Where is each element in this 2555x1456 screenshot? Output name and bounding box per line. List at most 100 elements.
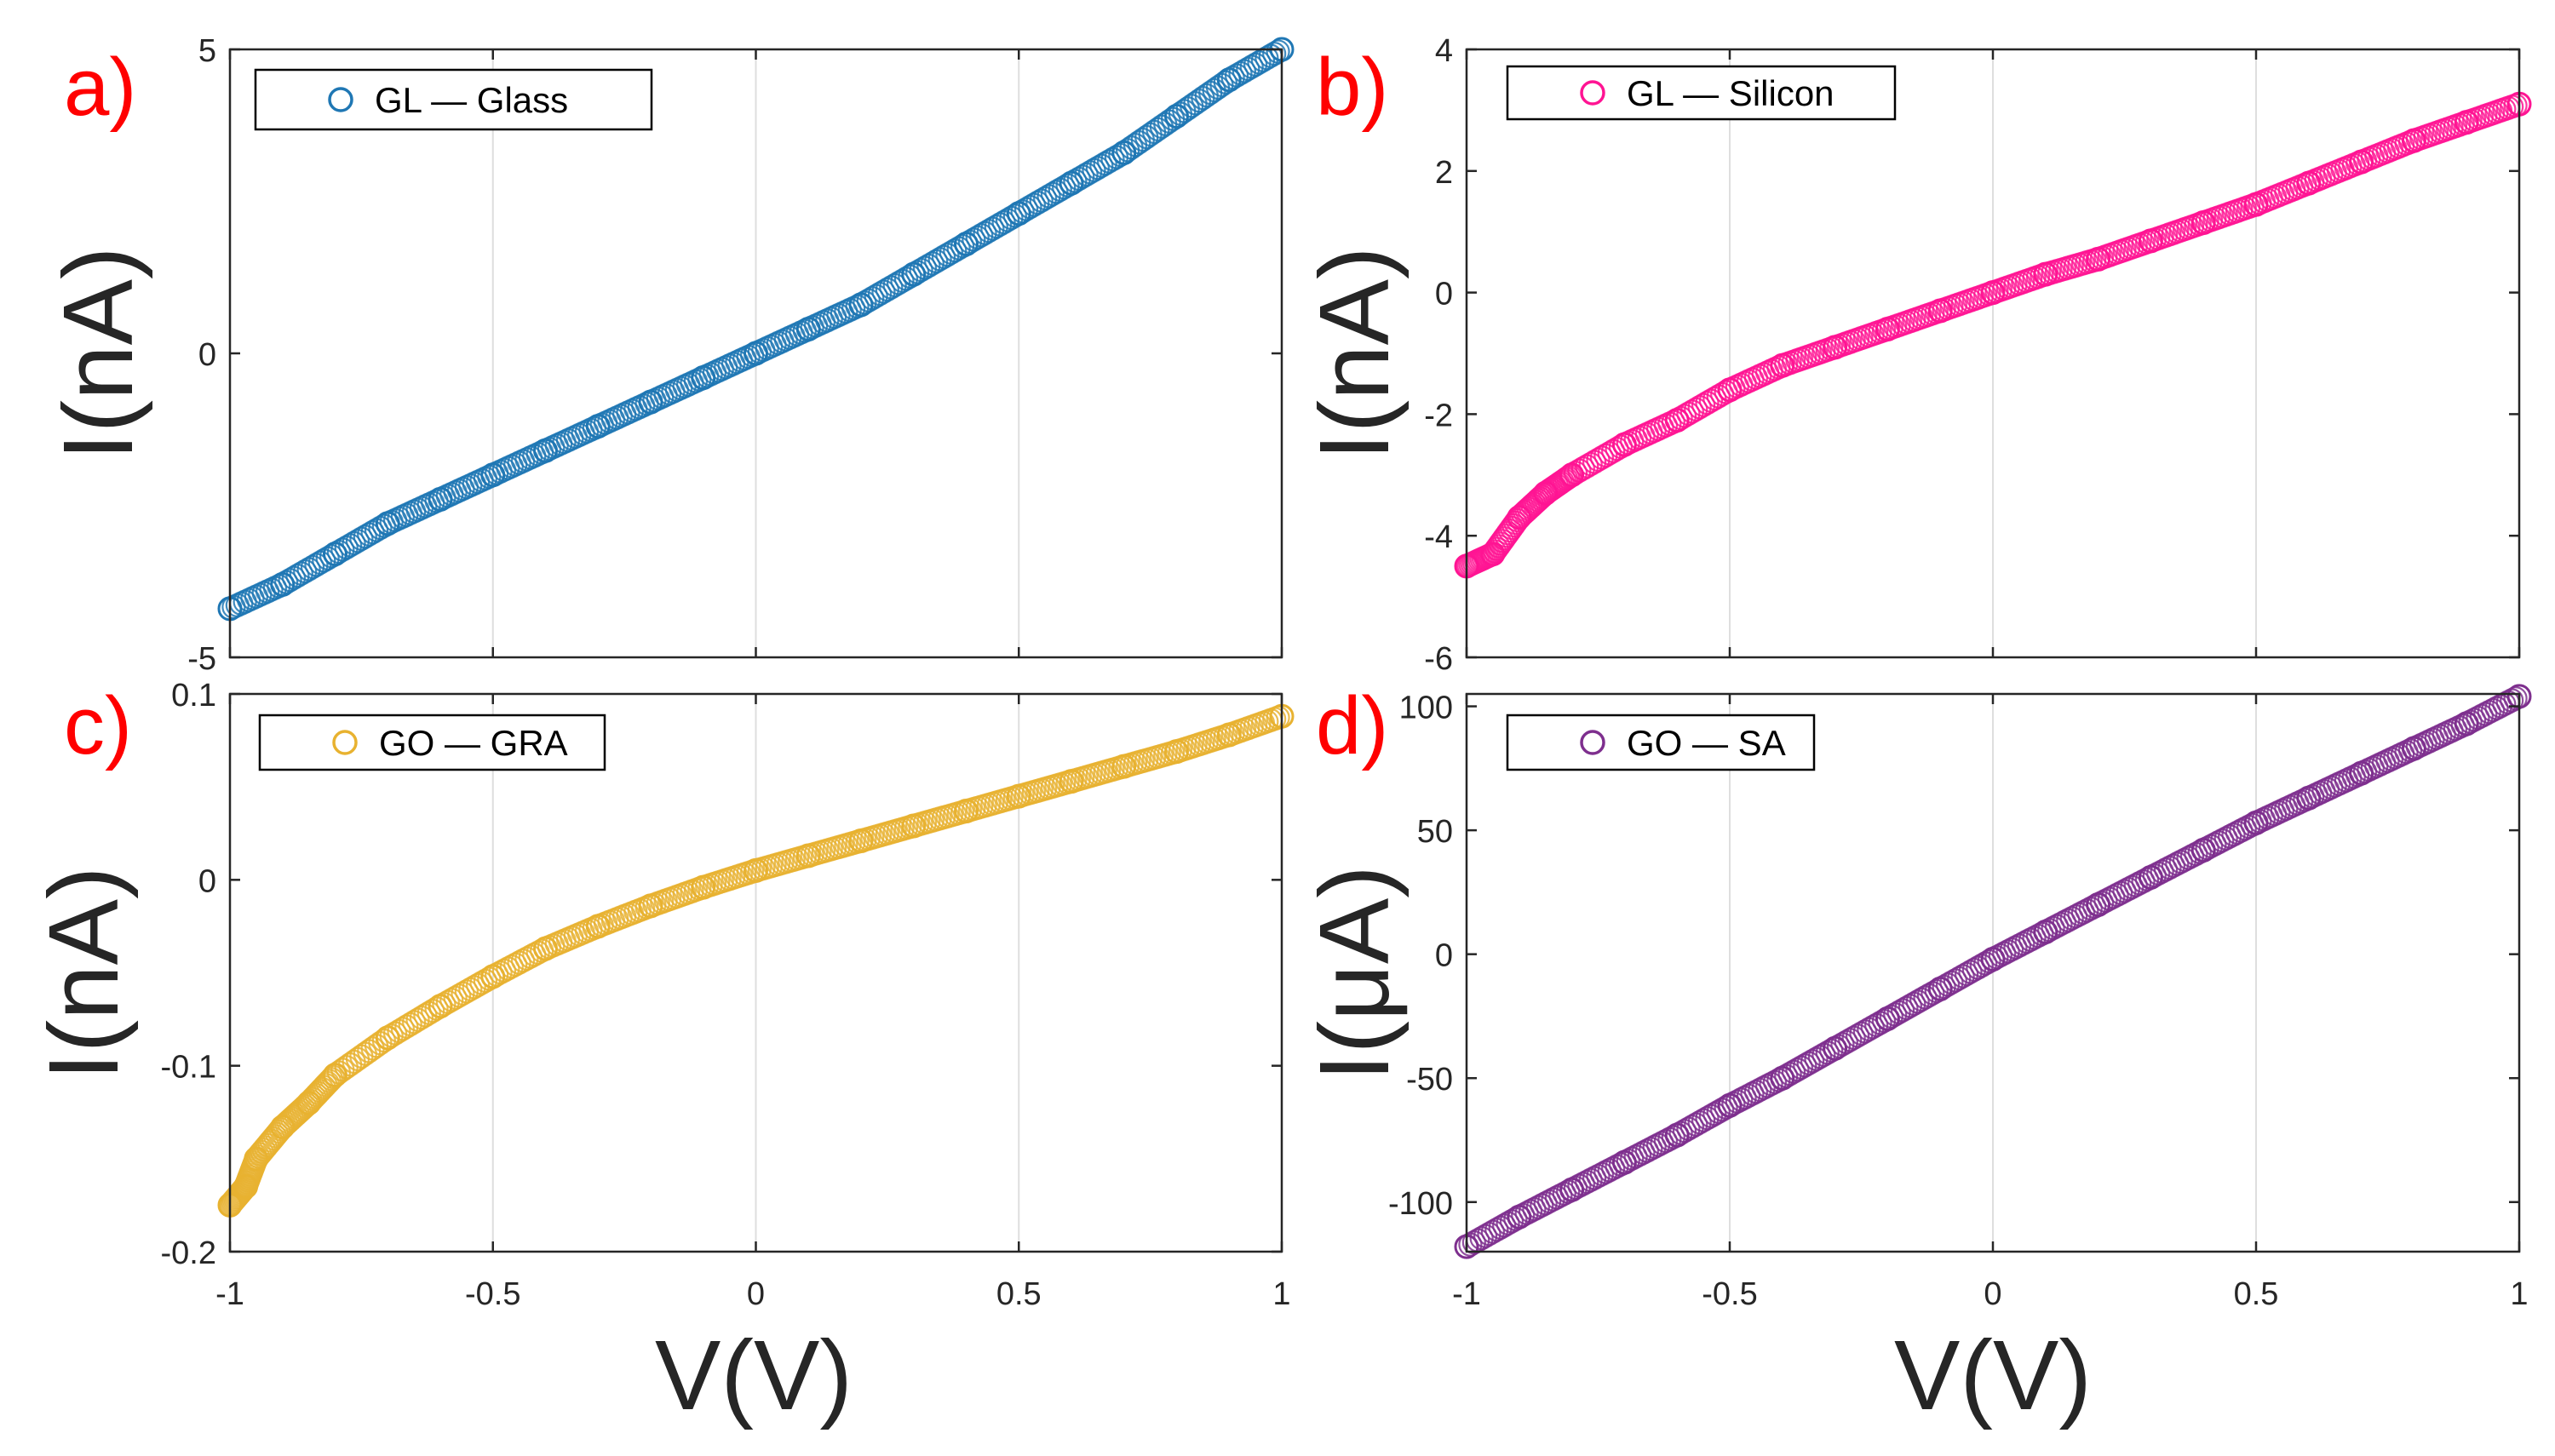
chart-b-marker	[1687, 395, 1712, 420]
chart-c-data-point	[233, 1174, 259, 1200]
chart-b-marker	[1684, 397, 1708, 421]
chart-a-data-point	[901, 261, 927, 287]
chart-a-marker	[1082, 158, 1106, 182]
chart-a-data-point	[428, 486, 453, 512]
chart-a-y-tick-label: -5	[187, 641, 216, 677]
chart-b-marker	[1702, 386, 1727, 411]
chart-d-data-point	[1875, 1006, 1900, 1031]
chart-a-marker	[1220, 66, 1245, 90]
chart-a-marker	[1021, 192, 1046, 217]
chart-b-data-point	[1611, 432, 1637, 457]
chart-d-y-tick-label: 50	[1417, 814, 1453, 850]
chart-a-marker	[285, 564, 310, 588]
chart-a-data-point	[848, 292, 874, 318]
chart-a-marker	[1002, 203, 1027, 228]
chart-a-marker	[864, 284, 888, 308]
chart-b-marker	[1589, 445, 1615, 470]
chart-b-data-point	[1980, 280, 2006, 306]
chart-a-marker	[1036, 184, 1061, 209]
chart-c-data-point	[901, 813, 927, 839]
chart-d-data-point	[1980, 946, 2006, 972]
chart-a-marker	[1266, 39, 1290, 64]
chart-a-marker	[939, 240, 963, 265]
chart-c-marker	[398, 1012, 422, 1037]
chart-a-data-point	[744, 341, 768, 366]
chart-a-marker	[976, 219, 1002, 244]
chart-c-x-tick-label: -1	[215, 1276, 244, 1312]
chart-a-marker	[1033, 186, 1058, 211]
chart-b-data-point	[1717, 377, 1743, 403]
chart-b-marker	[1593, 443, 1618, 467]
chart-a-marker	[867, 282, 893, 307]
chart-d-data-point	[2349, 760, 2374, 786]
chart-a-marker	[916, 253, 941, 278]
chart-a-marker	[927, 247, 952, 272]
chart-c-legend-box	[258, 714, 606, 771]
chart-a-marker	[1243, 52, 1268, 77]
chart-a-marker	[924, 249, 949, 273]
chart-c-data-point	[375, 1025, 400, 1051]
chart-d-y-tick-label: -100	[1388, 1186, 1453, 1222]
chart-c-data-point	[1006, 783, 1031, 809]
chart-a-marker	[1236, 56, 1260, 82]
chart-a-data-point	[585, 414, 611, 439]
chart-a-marker	[300, 554, 325, 580]
chart-a-marker	[1255, 46, 1279, 71]
chart-c-data-point	[428, 994, 453, 1019]
chart-a-marker	[1044, 180, 1069, 204]
chart-b-marker	[1578, 451, 1603, 477]
chart-a-marker	[1010, 199, 1035, 224]
chart-b-marker	[1597, 441, 1622, 466]
chart-a-marker	[349, 526, 374, 551]
chart-c-data-point	[585, 914, 611, 939]
chart-a-marker	[360, 520, 385, 545]
chart-d-legend-entry: GO — SA	[1627, 723, 1786, 763]
chart-c-data-point	[323, 1063, 347, 1088]
chart-c-y-tick-label: -0.1	[161, 1050, 216, 1086]
chart-a-marker	[879, 275, 904, 300]
chart-a-marker	[293, 559, 318, 584]
chart-a-y-tick-label: 5	[198, 33, 216, 69]
chart-c-data-point	[954, 799, 979, 824]
chart-b-data-point	[2296, 170, 2322, 196]
chart-a-legend-box	[254, 68, 653, 131]
chart-a-marker	[882, 272, 907, 298]
chart-a-data-point	[638, 389, 663, 415]
chart-b-y-tick-label: 4	[1435, 33, 1453, 69]
chart-c-y-tick-label: 0.1	[171, 678, 216, 714]
chart-a-marker	[338, 533, 363, 558]
chart-a-marker	[853, 290, 877, 315]
chart-d-data-point	[1559, 1177, 1585, 1202]
chart-a-marker	[1055, 173, 1080, 198]
chart-b-y-tick-label: 0	[1435, 277, 1453, 312]
chart-a-marker	[898, 264, 922, 289]
chart-a-data-point	[1111, 140, 1137, 165]
chart-a-marker	[980, 216, 1005, 241]
chart-a-marker	[1239, 54, 1264, 79]
chart-d-data-point	[1770, 1065, 1795, 1091]
chart-c-data-point	[638, 893, 663, 919]
chart-d-data-point	[1611, 1149, 1637, 1175]
chart-a-y-axis-label: I(nA)	[43, 246, 153, 460]
chart-b-marker	[1575, 454, 1599, 479]
chart-b-y-tick-label: -2	[1424, 398, 1453, 433]
chart-a-marker	[1040, 181, 1065, 206]
chart-a-marker	[1085, 156, 1110, 181]
chart-b-data-point	[1770, 353, 1795, 378]
chart-c-y-tick-label: -0.2	[161, 1235, 216, 1271]
chart-a-data-point	[1164, 104, 1189, 129]
chart-c-legend-marker	[332, 730, 358, 755]
chart-a-data-point	[954, 231, 979, 256]
chart-a-marker	[345, 529, 370, 553]
chart-d-x-tick-label: 0	[1984, 1276, 2001, 1312]
chart-a-marker	[957, 229, 983, 255]
chart-d-data-point	[1927, 976, 1953, 1001]
chart-a-marker	[319, 544, 344, 569]
chart-a-legend-entry: GL — Glass	[375, 80, 568, 120]
chart-c-marker	[379, 1023, 404, 1048]
chart-a-marker	[931, 244, 956, 269]
chart-a-marker	[296, 557, 321, 582]
chart-b-data-point	[1507, 505, 1532, 530]
chart-a-marker	[357, 522, 382, 547]
chart-c-panel-label: c)	[64, 680, 132, 771]
